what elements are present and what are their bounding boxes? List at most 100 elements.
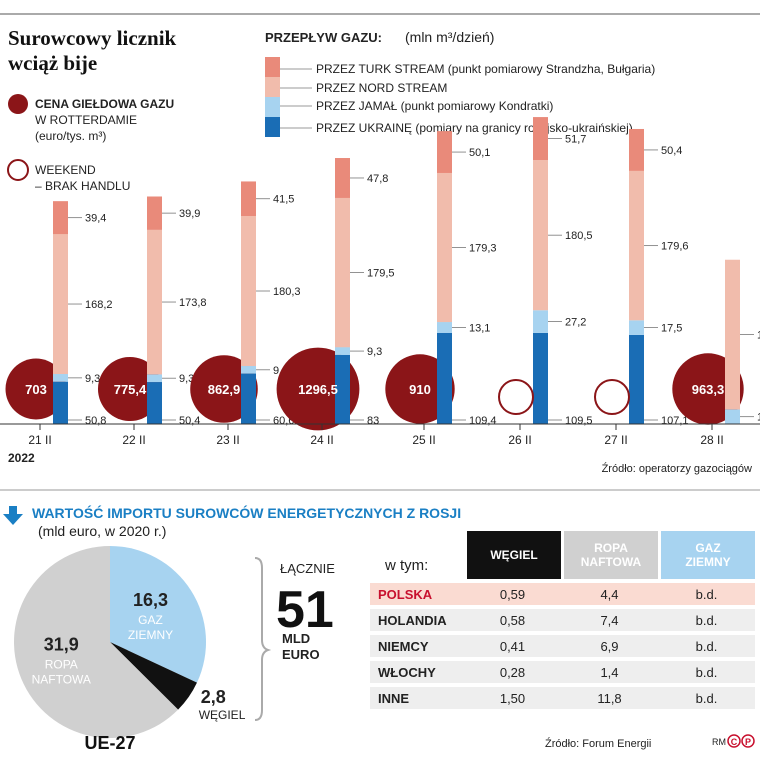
import-title: WARTOŚĆ IMPORTU SUROWCÓW ENERGETYCZNYCH …: [32, 504, 461, 521]
author-mark: RM: [712, 737, 726, 747]
table-cell: b.d.: [658, 635, 755, 657]
svg-text:P: P: [745, 737, 751, 747]
flow-bar-segment-overlay: [241, 366, 256, 374]
price-label: 703: [25, 382, 47, 397]
ukraine-legend-label: PRZEZ UKRAINĘ (pomiary na granicy rosyjs…: [316, 121, 633, 135]
copyright-logo-icon: C P: [727, 734, 755, 748]
import-table: WĘGIEL ROPA NAFTOWA GAZ ZIEMNY POLSKA 0,59 4,4…: [370, 527, 755, 713]
flow-bar-segment-overlay: [147, 374, 162, 383]
flow-bar-segment-overlay: [437, 172, 452, 323]
turk-legend-label: PRZEZ TURK STREAM (punkt pomiarowy Stran…: [316, 62, 655, 76]
table-country: WŁOCHY: [370, 661, 464, 683]
flow-bar-segment-overlay: [53, 381, 68, 424]
flow-bar-segment-overlay: [53, 234, 68, 374]
flow-value-label: 180,5: [565, 230, 593, 242]
flow-value-label: 109,5: [565, 415, 593, 427]
pie-label-name: NAFTOWA: [32, 672, 91, 686]
flow-bar-segment-overlay: [241, 181, 256, 216]
flow-value-label: 27,2: [565, 317, 586, 329]
flow-bar-segment-overlay: [437, 322, 452, 333]
flow-value-label: 17,6: [757, 412, 760, 424]
flow-bar-segment-overlay: [147, 382, 162, 424]
pie-label-name: WĘGIEL: [199, 708, 246, 722]
flow-value-label: 50,4: [661, 145, 682, 157]
price-label: 910: [409, 382, 431, 397]
flow-legend-unit: (mln m³/dzień): [405, 29, 494, 45]
flow-value-label: 173,8: [179, 297, 207, 309]
flow-bar-segment-overlay: [437, 131, 452, 173]
table-cell: b.d.: [658, 609, 755, 631]
flow-value-label: 39,9: [179, 208, 200, 220]
x-tick-label: 26 II: [508, 433, 531, 447]
table-corner: [370, 531, 464, 579]
flow-bar-segment: [533, 332, 548, 424]
flow-value-label: 9,3: [367, 346, 382, 358]
flow-bar-segment: [629, 320, 644, 335]
flow-bar-segment-overlay: [437, 332, 452, 424]
flow-bar-segment-overlay: [53, 373, 68, 382]
price-label: 963,3: [692, 382, 725, 397]
flow-value-label: 168,2: [85, 299, 113, 311]
price-bubble: [190, 355, 258, 423]
price-bubble: [97, 356, 163, 422]
table-cell: 4,4: [561, 583, 658, 605]
gas-flow-chart: Surowcowy licznik wciąż bije CENA GIEŁDO…: [0, 13, 760, 491]
weekend-legend-swatch: [7, 159, 29, 181]
region-label: UE-27: [84, 733, 135, 753]
x-tick-label: 25 II: [412, 433, 435, 447]
pie-label-value: 16,3: [133, 590, 168, 610]
nord-legend-label: PRZEZ NORD STREAM: [316, 81, 447, 95]
table-row: NIEMCY 0,41 6,9 b.d.: [370, 635, 755, 657]
flow-value-label: 51,7: [565, 134, 586, 146]
flow-value-label: 47,8: [367, 173, 388, 185]
flow-value-label: 13,1: [469, 323, 490, 335]
x-tick-label: 21 II: [28, 433, 51, 447]
price-label: 1296,5: [298, 382, 338, 397]
flow-value-label: 17,5: [661, 323, 682, 335]
table-source: Źródło: Forum Energii: [545, 737, 651, 750]
table-column-header: WĘGIEL: [464, 531, 561, 579]
flow-legend-title: PRZEPŁYW GAZU:: [265, 30, 382, 45]
table-cell: b.d.: [658, 583, 755, 605]
x-tick-label: 28 II: [700, 433, 723, 447]
flow-bar-segment: [533, 117, 548, 161]
x-tick-label: 27 II: [604, 433, 627, 447]
flow-bar-segment-overlay: [147, 196, 162, 230]
svg-text:C: C: [731, 737, 738, 747]
weekend-marker: [498, 379, 534, 415]
flow-value-label: 179,7: [757, 330, 760, 342]
price-label: 862,9: [208, 382, 241, 397]
flow-bar-segment-overlay: [241, 216, 256, 367]
pie-label-value: 2,8: [201, 687, 226, 707]
flow-bar-segment: [533, 310, 548, 333]
jamal-legend-swatch: [265, 97, 280, 117]
flow-value-label: 39,4: [85, 213, 106, 225]
table-column-header: GAZ ZIEMNY: [658, 531, 755, 579]
pie-slice: [110, 642, 197, 710]
total-value: 51: [276, 581, 334, 639]
down-arrow-icon: [3, 506, 23, 525]
flow-bar-segment: [629, 128, 644, 171]
flow-value-label: 50,8: [85, 415, 106, 427]
turk-legend-swatch: [265, 57, 280, 77]
table-cell: 0,59: [464, 583, 561, 605]
table-cell: 1,50: [464, 687, 561, 709]
flow-value-label: 50,4: [179, 415, 200, 427]
table-cell: 0,41: [464, 635, 561, 657]
table-row-header: w tym:: [385, 557, 429, 574]
x-tick-label: 24 II: [310, 433, 333, 447]
flow-value-label: 50,1: [469, 147, 490, 159]
pie-label-name: ROPA: [45, 657, 78, 671]
flow-value-label: 83: [367, 415, 379, 427]
flow-bar-segment-overlay: [241, 373, 256, 424]
table-cell: b.d.: [658, 687, 755, 709]
weekend-marker: [594, 379, 630, 415]
import-section: WARTOŚĆ IMPORTU SUROWCÓW ENERGETYCZNYCH …: [3, 504, 755, 753]
jamal-legend-label: PRZEZ JAMAŁ (punkt pomiarowy Kondratki): [316, 99, 553, 113]
x-tick-label: 23 II: [216, 433, 239, 447]
table-row: HOLANDIA 0,58 7,4 b.d.: [370, 609, 755, 631]
table-row: POLSKA 0,59 4,4 b.d.: [370, 583, 755, 605]
price-legend-sub1: W ROTTERDAMIE: [35, 113, 137, 127]
nord-legend-swatch: [265, 77, 280, 97]
flow-bar-segment-overlay: [53, 201, 68, 235]
